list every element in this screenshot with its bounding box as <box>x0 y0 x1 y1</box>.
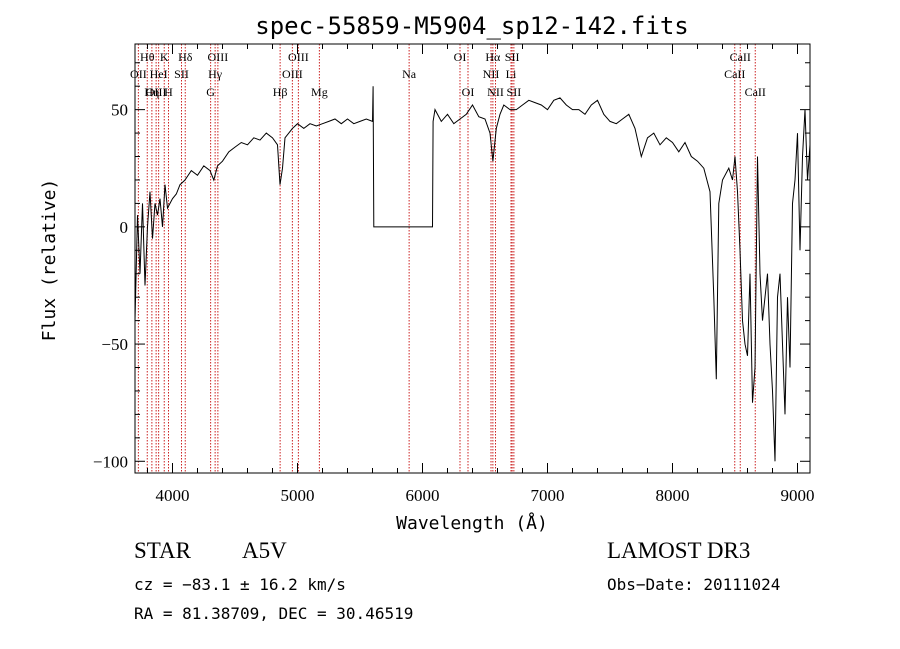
survey-name: LAMOST DR3 <box>607 538 751 563</box>
spectral-line-label: Mg <box>311 85 328 99</box>
spectral-line-label: OI <box>454 50 467 64</box>
chart-title: spec-55859-M5904_sp12-142.fits <box>255 12 688 40</box>
plot-frame <box>134 43 811 474</box>
x-tick-label: 9000 <box>781 486 815 505</box>
spectral-line-label: K <box>160 50 169 64</box>
spectral-line-label: HeI <box>150 67 168 81</box>
spectral-line-label: OII <box>130 67 147 81</box>
spectral-line-label: Hγ <box>208 67 223 81</box>
spectral-line-label: G <box>206 85 215 99</box>
x-tick-label: 6000 <box>406 486 440 505</box>
spectral-line-label: SII <box>505 50 520 64</box>
spectral-line-label: SII <box>174 67 189 81</box>
y-tick-label: −100 <box>93 452 128 471</box>
x-tick-label: 8000 <box>656 486 690 505</box>
x-tick-label: 5000 <box>281 486 315 505</box>
spectral-line-label: OIII <box>208 50 229 64</box>
spectral-line-label: CaII <box>724 67 745 81</box>
y-axis-label: Flux (relative) <box>39 179 60 342</box>
spectral-line-label: OI <box>462 85 475 99</box>
spectral-line-label: Hδ <box>178 50 193 64</box>
x-tick-label: 7000 <box>531 486 565 505</box>
redshift-velocity: cz = −83.1 ± 16.2 km/s <box>134 575 346 594</box>
spectral-line-label: OIII <box>282 67 303 81</box>
y-tick-label: 50 <box>111 101 128 120</box>
x-tick-label: 4000 <box>156 486 190 505</box>
spectral-line-label: OIII <box>146 85 167 99</box>
y-tick-label: −50 <box>101 335 128 354</box>
y-axis: −100 −50 0 50 <box>93 62 810 471</box>
spectral-line-label: CaII <box>730 50 751 64</box>
spectral-line-label: Hθ <box>140 50 155 64</box>
spectral-line-label: Na <box>402 67 417 81</box>
spectral-line-label: SII <box>507 85 522 99</box>
spectral-line-label: Li <box>506 67 517 81</box>
spectral-line-label: NII <box>483 67 500 81</box>
spectral-line-label: H <box>164 85 173 99</box>
spectral-line-label: CaII <box>745 85 766 99</box>
spectral-line-label: NII <box>487 85 504 99</box>
object-type: STAR <box>134 538 191 563</box>
spectral-line-label: Hα <box>485 50 501 64</box>
y-tick-label: 0 <box>120 218 129 237</box>
object-subclass: A5V <box>242 538 287 563</box>
x-axis-label: Wavelength (Å) <box>396 512 548 534</box>
spectral-line-markers <box>137 44 756 473</box>
observation-date: Obs−Date: 20111024 <box>607 575 781 594</box>
spectral-line-label: Hη <box>144 85 159 99</box>
spectrum-line <box>134 86 811 462</box>
spectral-line-label: Hβ <box>273 85 288 99</box>
coordinates: RA = 81.38709, DEC = 30.46519 <box>134 604 414 623</box>
spectral-line-label: OIII <box>288 50 309 64</box>
x-axis: 4000 5000 6000 7000 8000 9000 <box>147 44 815 505</box>
